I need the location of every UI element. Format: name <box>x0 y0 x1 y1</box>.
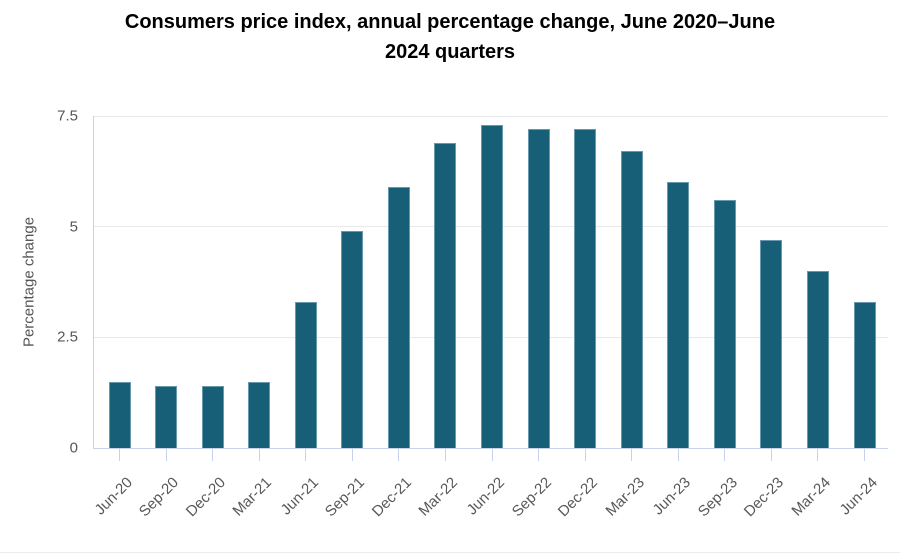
x-axis-tick <box>305 448 307 461</box>
chart-title: Consumers price index, annual percentage… <box>40 7 860 67</box>
bar <box>806 270 829 448</box>
y-axis-title: Percentage change <box>20 216 38 348</box>
x-axis-tick <box>817 448 819 461</box>
y-tick-label: 7.5 <box>57 107 78 125</box>
x-axis-tick <box>398 448 400 461</box>
bar <box>434 142 457 448</box>
gridline <box>94 115 888 117</box>
y-tick-label: 0 <box>69 439 78 457</box>
x-axis-tick <box>491 448 493 461</box>
x-axis-tick <box>584 448 586 461</box>
plot-area: 0 2.5 5 7.5 Jun-20 Sep-20 Dec-20 Mar-21 Jun-21 Se… <box>57 108 888 520</box>
x-axis-tick <box>631 448 633 461</box>
bottom-divider <box>0 552 900 553</box>
bar <box>155 386 178 448</box>
x-axis-tick <box>770 448 772 461</box>
bar <box>341 231 364 448</box>
chart-title-line2: 2024 quarters <box>384 41 516 63</box>
y-tick-label: 5 <box>69 218 78 236</box>
x-axis-tick <box>864 448 865 461</box>
chart-title-line1: Consumers price index, annual percentage… <box>124 11 776 33</box>
x-axis-tick <box>258 448 260 461</box>
bar <box>574 129 597 448</box>
bar <box>108 381 131 448</box>
bar <box>713 200 736 448</box>
bar <box>481 124 503 448</box>
x-axis-tick <box>119 448 120 461</box>
bar <box>248 381 271 448</box>
bar <box>760 239 783 448</box>
bar <box>201 386 224 448</box>
bar <box>294 301 317 448</box>
bar <box>527 129 550 448</box>
y-tick-label: 2.5 <box>57 328 78 346</box>
bar <box>853 301 876 448</box>
x-axis-tick <box>538 448 540 461</box>
bar <box>387 186 410 448</box>
bar <box>620 151 643 448</box>
x-axis-tick <box>724 448 726 461</box>
x-axis-tick <box>212 448 214 461</box>
x-axis-tick <box>677 448 679 461</box>
bar <box>667 182 690 448</box>
x-axis-tick <box>165 448 167 461</box>
x-axis-tick <box>351 448 353 461</box>
x-axis-tick <box>444 448 446 461</box>
